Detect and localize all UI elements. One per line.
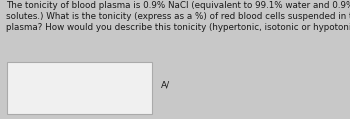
Bar [7, 62, 152, 114]
Text: The tonicity of blood plasma is 0.9% NaCl (equivalent to 99.1% water and 0.9%
so: The tonicity of blood plasma is 0.9% NaC… [6, 1, 350, 32]
Text: A/: A/ [161, 81, 170, 90]
